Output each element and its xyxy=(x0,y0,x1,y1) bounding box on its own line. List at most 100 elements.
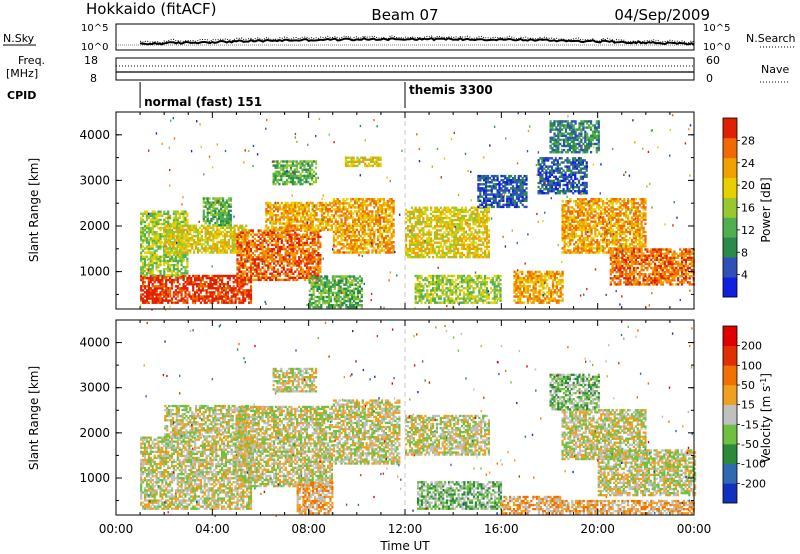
heatmap-cell xyxy=(202,219,205,223)
heatmap-cell xyxy=(474,241,477,244)
heatmap-cell xyxy=(149,229,152,232)
heatmap-cell xyxy=(197,287,201,290)
heatmap-cell xyxy=(338,210,341,213)
heatmap-cell xyxy=(292,214,295,217)
heatmap-cell xyxy=(422,297,425,300)
heatmap-cell xyxy=(346,218,349,221)
heatmap-cell xyxy=(447,237,450,240)
heatmap-cell xyxy=(280,222,283,225)
heatmap-cell xyxy=(298,239,301,243)
heatmap-cell xyxy=(336,210,339,213)
heatmap-cell xyxy=(294,203,297,207)
heatmap-cell xyxy=(233,232,236,236)
heatmap-cell xyxy=(416,253,419,257)
heatmap-cell xyxy=(223,241,227,244)
heatmap-cell xyxy=(369,156,372,159)
heatmap-cell xyxy=(343,291,346,295)
heatmap-cell xyxy=(464,255,467,259)
heatmap-cell xyxy=(178,222,181,226)
heatmap-cell xyxy=(322,295,325,299)
heatmap-cell xyxy=(195,241,198,244)
heatmap-cell xyxy=(379,210,382,213)
heatmap-cell xyxy=(437,276,440,280)
heatmap-cell xyxy=(165,216,168,220)
heatmap-cell xyxy=(186,263,189,267)
heatmap-cell xyxy=(305,231,308,234)
heatmap-cell xyxy=(193,249,196,252)
heatmap-cell xyxy=(142,289,145,292)
heatmap-cell xyxy=(468,239,471,242)
heatmap-cell xyxy=(163,270,166,273)
heatmap-cell xyxy=(294,276,297,279)
heatmap-cell xyxy=(369,198,372,201)
heatmap-cell xyxy=(377,198,380,201)
heatmap-cell xyxy=(433,231,437,234)
heatmap-cell xyxy=(267,239,270,243)
heatmap-cell xyxy=(238,262,241,265)
heatmap-cell xyxy=(455,223,458,226)
heatmap-cell xyxy=(261,274,264,277)
heatmap-cell xyxy=(307,172,310,176)
heatmap-cell xyxy=(233,224,236,227)
heatmap-cell xyxy=(149,261,152,265)
heatmap-cell xyxy=(204,228,207,232)
heatmap-cell xyxy=(464,221,467,224)
heatmap-cell xyxy=(478,237,481,240)
heatmap-cell xyxy=(412,225,415,228)
heatmap-cell xyxy=(237,226,240,230)
heatmap-cell xyxy=(373,222,376,225)
heatmap-cell xyxy=(290,268,293,271)
heatmap-cell xyxy=(331,293,334,297)
heatmap-cell xyxy=(253,260,256,263)
heatmap-cell xyxy=(386,230,389,234)
heatmap-cell xyxy=(349,285,352,288)
heatmap-cell xyxy=(292,256,295,259)
heatmap-cell xyxy=(312,275,315,278)
heatmap-cell xyxy=(343,277,346,280)
heatmap-cell xyxy=(174,289,177,292)
heatmap-cell xyxy=(457,216,460,220)
heatmap-cell xyxy=(301,220,305,223)
heatmap-cell xyxy=(300,268,303,271)
heatmap-cell xyxy=(221,287,224,290)
heatmap-cell xyxy=(273,228,276,231)
heatmap-cell xyxy=(472,233,475,236)
heatmap-cell xyxy=(205,285,208,288)
heatmap-cell xyxy=(275,256,278,259)
heatmap-cell xyxy=(257,231,260,234)
heatmap-cell xyxy=(451,289,454,292)
heatmap-cell xyxy=(445,227,448,230)
heatmap-cell xyxy=(312,289,315,292)
heatmap-cell xyxy=(432,289,435,292)
heatmap-cell xyxy=(227,213,230,217)
heatmap-cell xyxy=(458,210,462,214)
heatmap-cell xyxy=(275,216,278,219)
heatmap-cell xyxy=(472,218,475,222)
heatmap-cell xyxy=(249,274,253,278)
heatmap-cell xyxy=(346,232,349,236)
heatmap-cell xyxy=(147,263,150,267)
heatmap-cell xyxy=(341,275,344,278)
heatmap-cell xyxy=(192,301,195,304)
heatmap-cell xyxy=(432,299,435,302)
heatmap-cell xyxy=(371,243,374,246)
heatmap-cell xyxy=(187,232,190,236)
heatmap-cell xyxy=(418,214,421,218)
heatmap-cell xyxy=(375,210,378,213)
heatmap-cell xyxy=(190,278,193,282)
heatmap-cell xyxy=(242,291,245,294)
heatmap-cell xyxy=(184,289,187,292)
heatmap-cell xyxy=(223,209,227,212)
heatmap-cell xyxy=(225,234,228,238)
heatmap-cell xyxy=(433,235,437,238)
heatmap-cell xyxy=(420,247,423,251)
heatmap-cell xyxy=(221,295,224,298)
heatmap-cell xyxy=(218,234,221,238)
heatmap-cell xyxy=(337,295,340,299)
heatmap-cell xyxy=(290,237,293,240)
heatmap-cell xyxy=(238,297,241,300)
heatmap-cell xyxy=(186,261,189,265)
heatmap-cell xyxy=(217,301,220,304)
heatmap-cell xyxy=(163,218,166,222)
heatmap-cell xyxy=(309,170,312,173)
